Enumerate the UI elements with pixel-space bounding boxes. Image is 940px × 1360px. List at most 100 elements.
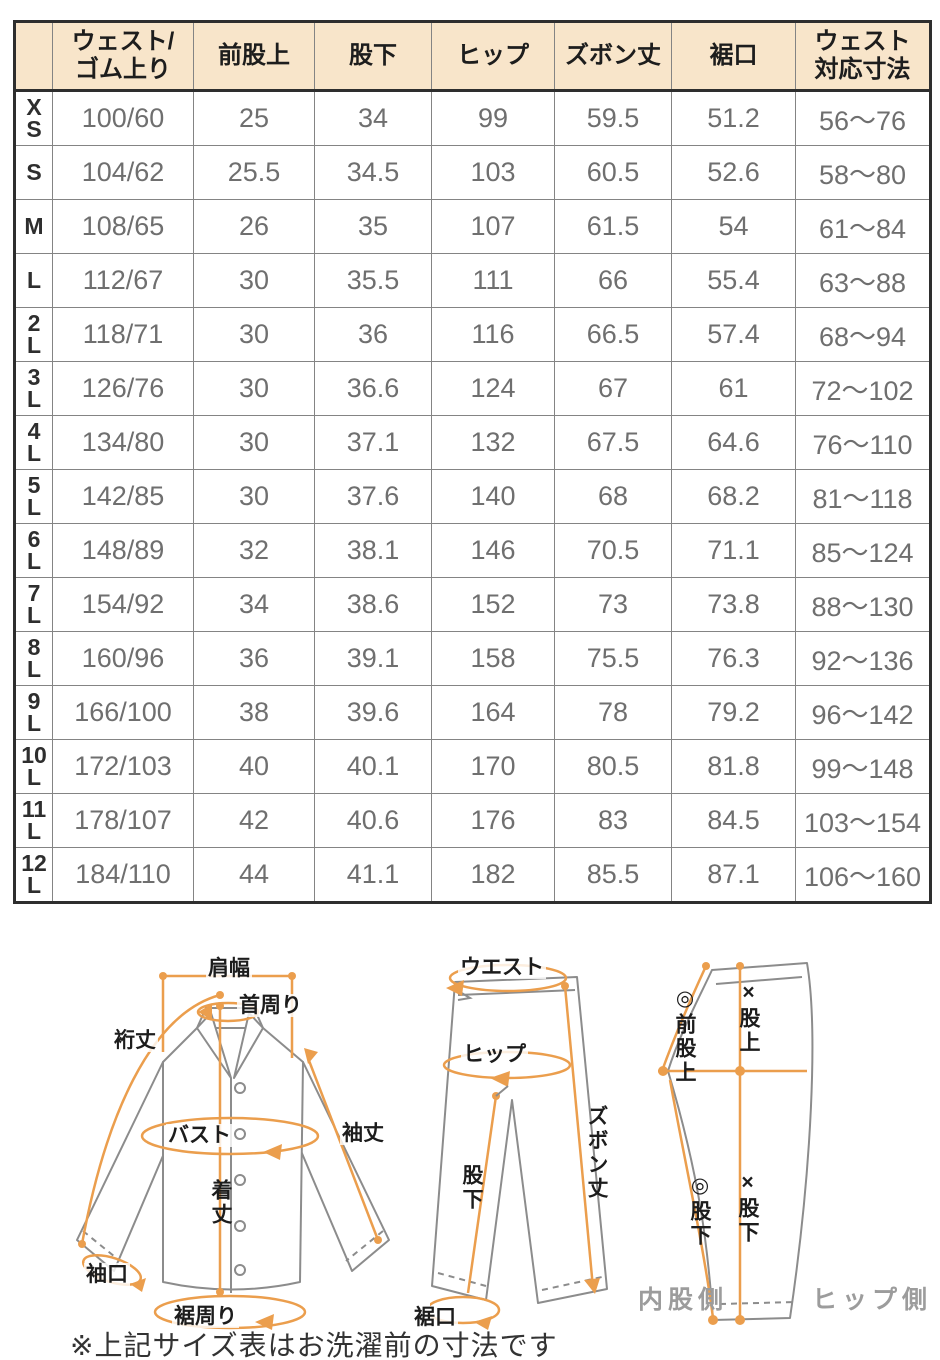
column-header [14, 21, 53, 92]
size-value: 146 [431, 523, 555, 578]
size-value: 55.4 [671, 253, 796, 308]
size-value: 87.1 [671, 847, 796, 903]
size-value: 178/107 [52, 793, 194, 848]
size-value: 36 [314, 307, 432, 362]
size-table: ウェスト/ゴム上り 前股上 股下 ヒップ ズボン丈 裾口 ウェスト 対応寸法 X S 100/60… [13, 20, 932, 904]
size-value: 103〜154 [795, 793, 931, 848]
size-value: 30 [193, 469, 315, 524]
size-value: 30 [193, 415, 315, 470]
size-value: 79.2 [671, 685, 796, 740]
size-value: 60.5 [554, 145, 672, 200]
label-hip: ヒップ [461, 1043, 528, 1066]
label-inseam: 股下 [460, 1164, 483, 1212]
size-value: 40 [193, 739, 315, 794]
size-value: 72〜102 [795, 361, 931, 416]
label-hem-opening: 裾口 [412, 1306, 458, 1329]
table-row: 7 L 154/92 34 38.6 152 73 73.8 88〜130 [14, 577, 931, 632]
size-value: 140 [431, 469, 555, 524]
table-row: 5 L 142/85 30 37.6 140 68 68.2 81〜118 [14, 469, 931, 524]
label-sleeve-reach: 裄丈 [112, 1029, 158, 1052]
table-row: 3 L 126/76 30 36.6 124 67 61 72〜102 [14, 361, 931, 416]
size-value: 81〜118 [795, 469, 931, 524]
size-value: 67 [554, 361, 672, 416]
size-value: 76.3 [671, 631, 796, 686]
size-value: 36.6 [314, 361, 432, 416]
size-value: 25.5 [193, 145, 315, 200]
label-sleeve-length: 袖丈 [340, 1122, 386, 1145]
label-shoulder-width: 肩幅 [206, 957, 252, 980]
size-value: 42 [193, 793, 315, 848]
size-value: 142/85 [52, 469, 194, 524]
size-value: 68.2 [671, 469, 796, 524]
size-value: 83 [554, 793, 672, 848]
label-hem-around: 裾周り [172, 1305, 239, 1328]
size-value: 56〜76 [795, 90, 931, 146]
size-value: 85〜124 [795, 523, 931, 578]
column-header: ウェスト 対応寸法 [795, 21, 931, 92]
size-value: 61〜84 [795, 199, 931, 254]
table-row: 2 L 118/71 30 36 116 66.5 57.4 68〜94 [14, 307, 931, 362]
size-value: 166/100 [52, 685, 194, 740]
size-value: 38.1 [314, 523, 432, 578]
size-value: 44 [193, 847, 315, 903]
label-body-length: 着丈 [209, 1179, 232, 1227]
table-row: 9 L 166/100 38 39.6 164 78 79.2 96〜142 [14, 685, 931, 740]
size-value: 63〜88 [795, 253, 931, 308]
size-value: 58〜80 [795, 145, 931, 200]
size-value: 54 [671, 199, 796, 254]
size-value: 68 [554, 469, 672, 524]
size-value: 112/67 [52, 253, 194, 308]
pants-side-diagram [658, 962, 814, 1325]
label-rise: ×股上 [737, 981, 760, 1055]
size-label: 10 L [14, 739, 53, 794]
size-value: 39.6 [314, 685, 432, 740]
size-value: 73 [554, 577, 672, 632]
pre-wash-note: ※上記サイズ表はお洗濯前の寸法です [70, 1330, 558, 1360]
label-inseam-a: ◎股下 [688, 1173, 711, 1248]
size-value: 124 [431, 361, 555, 416]
size-value: 104/62 [52, 145, 194, 200]
pajama-shirt-diagram [76, 972, 390, 1330]
column-header: 前股上 [193, 21, 315, 92]
size-value: 37.6 [314, 469, 432, 524]
size-value: 76〜110 [795, 415, 931, 470]
table-row: 4 L 134/80 30 37.1 132 67.5 64.6 76〜110 [14, 415, 931, 470]
size-label: S [14, 145, 53, 200]
size-table-body: X S 100/60 25 34 99 59.5 51.2 56〜76 S 104/62 25.5 34… [14, 90, 931, 903]
size-value: 34 [193, 577, 315, 632]
size-value: 80.5 [554, 739, 672, 794]
size-value: 126/76 [52, 361, 194, 416]
label-waist: ウエスト [458, 956, 546, 979]
table-row: X S 100/60 25 34 99 59.5 51.2 56〜76 [14, 90, 931, 146]
label-neck-around: 首周り [237, 994, 304, 1017]
size-value: 59.5 [554, 90, 672, 146]
size-value: 34 [314, 90, 432, 146]
size-value: 37.1 [314, 415, 432, 470]
size-value: 172/103 [52, 739, 194, 794]
size-value: 41.1 [314, 847, 432, 903]
size-value: 78 [554, 685, 672, 740]
table-row: 10 L 172/103 40 40.1 170 80.5 81.8 99〜148 [14, 739, 931, 794]
label-pants-length: ズボン丈 [585, 1105, 608, 1201]
size-value: 51.2 [671, 90, 796, 146]
size-value: 111 [431, 253, 555, 308]
size-value: 68〜94 [795, 307, 931, 362]
table-row: S 104/62 25.5 34.5 103 60.5 52.6 58〜80 [14, 145, 931, 200]
size-value: 118/71 [52, 307, 194, 362]
size-value: 66 [554, 253, 672, 308]
size-value: 100/60 [52, 90, 194, 146]
size-value: 99 [431, 90, 555, 146]
label-inseam-b: ×股下 [736, 1171, 759, 1245]
size-value: 61.5 [554, 199, 672, 254]
table-row: 6 L 148/89 32 38.1 146 70.5 71.1 85〜124 [14, 523, 931, 578]
pants-front-diagram [430, 963, 608, 1330]
table-row: 8 L 160/96 36 39.1 158 75.5 76.3 92〜136 [14, 631, 931, 686]
size-value: 70.5 [554, 523, 672, 578]
size-label: 12 L [14, 847, 53, 903]
